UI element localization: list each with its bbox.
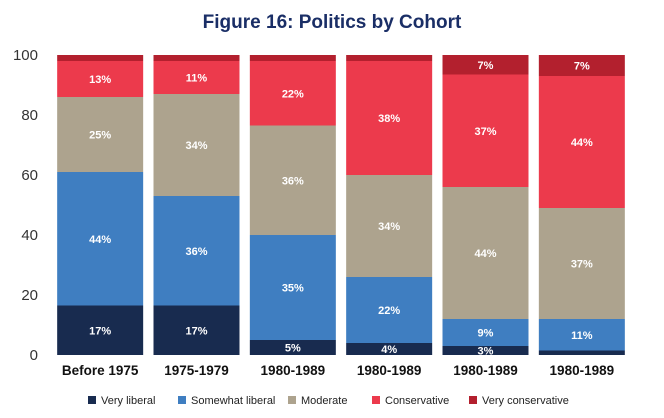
data-label: 35% bbox=[282, 283, 304, 295]
bar-segment bbox=[538, 350, 625, 355]
data-label: 44% bbox=[571, 137, 593, 149]
bar-segment bbox=[538, 55, 625, 76]
y-tick-label: 60 bbox=[21, 167, 38, 184]
chart-title: Figure 16: Politics by Cohort bbox=[203, 12, 462, 33]
x-tick-label: 1980-1989 bbox=[357, 363, 422, 378]
bar-segment bbox=[442, 74, 529, 187]
bar-segment bbox=[153, 61, 240, 94]
bar-segment bbox=[249, 61, 336, 126]
bar-segment bbox=[442, 187, 529, 319]
data-label: 34% bbox=[378, 221, 400, 233]
y-tick-label: 20 bbox=[21, 287, 38, 304]
bar-segment bbox=[57, 172, 144, 306]
bar-segment bbox=[249, 235, 336, 340]
bar-segment bbox=[57, 55, 144, 61]
bar-segment bbox=[538, 319, 625, 351]
legend-label: Somewhat liberal bbox=[191, 395, 275, 407]
data-label: 17% bbox=[185, 325, 207, 337]
data-label: 44% bbox=[474, 248, 496, 260]
bar-segment bbox=[249, 125, 336, 235]
data-label: 5% bbox=[285, 343, 301, 355]
data-label: 34% bbox=[185, 140, 207, 152]
y-tick-label: 100 bbox=[13, 47, 38, 64]
data-label: 22% bbox=[378, 305, 400, 317]
legend-swatch bbox=[88, 396, 96, 404]
x-tick-label: 1980-1989 bbox=[453, 363, 518, 378]
data-label: 13% bbox=[89, 74, 111, 86]
bar-segment bbox=[346, 175, 433, 277]
bar-segment bbox=[57, 61, 144, 97]
bar-segment bbox=[538, 76, 625, 208]
bars: 17% 44% 25% 13% 17% 36% 34% 11% 5% 35% 36% 22% 4% 22%… bbox=[57, 55, 625, 358]
bar-segment bbox=[442, 55, 529, 75]
bar-segment bbox=[346, 277, 433, 343]
bar-segment bbox=[153, 94, 240, 196]
data-label: 17% bbox=[89, 325, 111, 337]
legend: Very liberal Somewhat liberal Moderate Cons… bbox=[88, 395, 569, 407]
data-label: 11% bbox=[186, 73, 208, 85]
y-tick-label: 80 bbox=[21, 107, 38, 124]
bar-segment bbox=[346, 61, 433, 175]
bar-segment bbox=[57, 305, 144, 355]
legend-swatch bbox=[178, 396, 186, 404]
data-label: 11% bbox=[571, 330, 593, 342]
bar-segment bbox=[153, 305, 240, 355]
bar-segment bbox=[346, 55, 433, 61]
legend-label: Very conservative bbox=[482, 395, 569, 407]
y-tick-label: 0 bbox=[30, 347, 38, 364]
data-label: 36% bbox=[185, 246, 207, 258]
data-label: 9% bbox=[478, 328, 494, 340]
x-tick-label: 1980-1989 bbox=[550, 363, 615, 378]
data-label: 25% bbox=[89, 130, 111, 142]
bar-segment bbox=[249, 340, 336, 355]
data-label: 36% bbox=[282, 175, 304, 187]
data-label: 7% bbox=[478, 60, 494, 72]
x-tick-label: 1975-1979 bbox=[164, 363, 229, 378]
data-label: 37% bbox=[474, 126, 496, 138]
data-label: 22% bbox=[282, 88, 304, 100]
data-label: 3% bbox=[478, 346, 494, 358]
y-tick-label: 40 bbox=[21, 227, 38, 244]
legend-swatch bbox=[469, 396, 477, 404]
bar-segment bbox=[346, 343, 433, 355]
legend-label: Moderate bbox=[301, 395, 347, 407]
x-axis: Before 1975 1975-1979 1980-1989 1980-1989 19… bbox=[62, 363, 614, 378]
bar-segment bbox=[153, 55, 240, 61]
data-label: 44% bbox=[89, 234, 111, 246]
y-axis: 0 20 40 60 80 100 bbox=[13, 47, 38, 364]
bar-segment bbox=[249, 55, 336, 61]
bar-segment bbox=[57, 97, 144, 172]
legend-swatch bbox=[372, 396, 380, 404]
data-label: 38% bbox=[378, 113, 400, 125]
legend-swatch bbox=[288, 396, 296, 404]
bar-segment bbox=[538, 208, 625, 319]
x-tick-label: 1980-1989 bbox=[261, 363, 326, 378]
data-label: 4% bbox=[381, 344, 397, 356]
data-label: 37% bbox=[571, 259, 593, 271]
legend-label: Very liberal bbox=[101, 395, 155, 407]
legend-label: Conservative bbox=[385, 395, 449, 407]
bar-segment bbox=[442, 346, 529, 355]
data-label: 7% bbox=[574, 61, 590, 73]
bar-segment bbox=[153, 196, 240, 306]
bar-segment bbox=[442, 319, 529, 346]
x-tick-label: Before 1975 bbox=[62, 363, 139, 378]
